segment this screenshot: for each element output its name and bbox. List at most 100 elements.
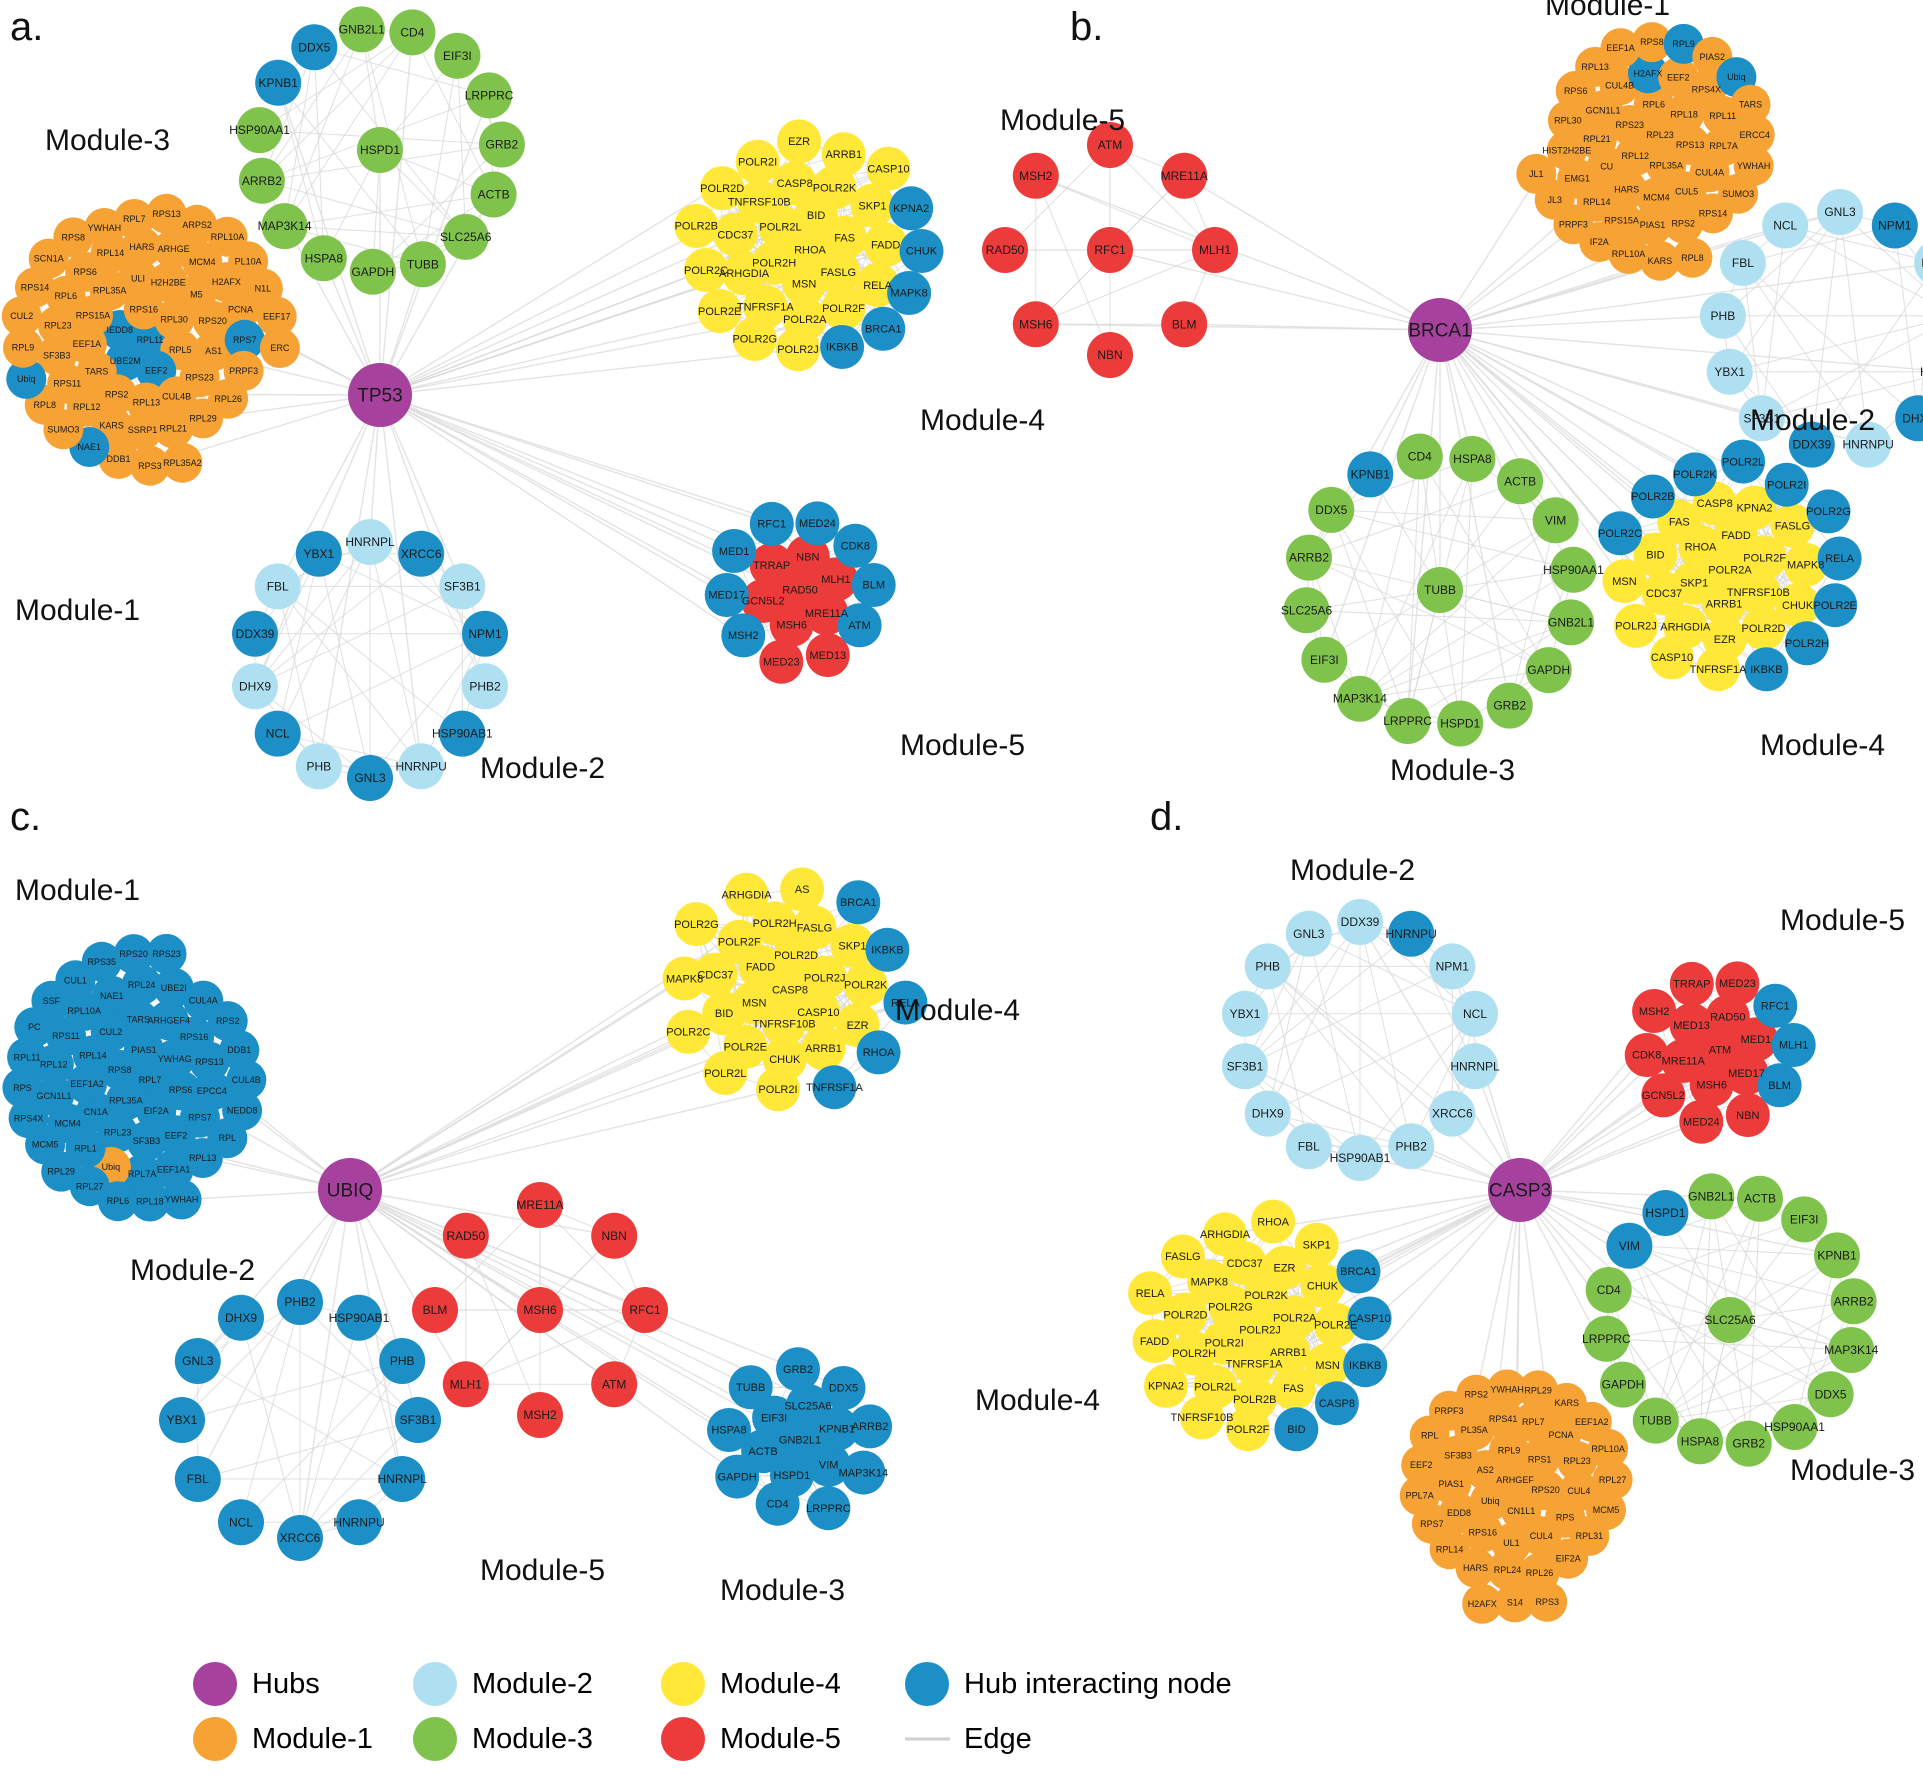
svg-text:N1L: N1L <box>255 284 272 294</box>
svg-text:MCM5: MCM5 <box>1593 1505 1620 1515</box>
svg-text:UBE2I: UBE2I <box>161 983 187 993</box>
svg-text:RELA: RELA <box>863 280 892 292</box>
svg-text:KPNA2: KPNA2 <box>893 203 929 215</box>
svg-text:MED23: MED23 <box>763 657 800 669</box>
svg-text:SLC25A6: SLC25A6 <box>784 1401 831 1413</box>
svg-text:a.: a. <box>10 5 43 49</box>
svg-text:RPL35A: RPL35A <box>109 1096 143 1106</box>
svg-text:RPL13: RPL13 <box>189 1153 217 1163</box>
svg-text:HSPA8: HSPA8 <box>1681 1434 1720 1448</box>
svg-text:MED24: MED24 <box>1683 1117 1720 1129</box>
svg-text:ARRB2: ARRB2 <box>1834 1294 1874 1308</box>
svg-text:CDK8: CDK8 <box>1632 1050 1661 1062</box>
svg-text:MRE11A: MRE11A <box>1161 169 1208 183</box>
svg-text:RPL21: RPL21 <box>1583 134 1611 144</box>
svg-text:Module-1: Module-1 <box>15 874 140 907</box>
svg-text:POLR2B: POLR2B <box>1233 1394 1276 1406</box>
svg-text:Module-4: Module-4 <box>975 1384 1100 1417</box>
svg-text:RPL31: RPL31 <box>1576 1531 1604 1541</box>
svg-text:RPS7: RPS7 <box>233 335 257 345</box>
svg-text:YBX1: YBX1 <box>167 1413 198 1427</box>
svg-text:TARS: TARS <box>1739 100 1762 110</box>
svg-text:CUL4B: CUL4B <box>162 392 191 402</box>
svg-text:RPL24: RPL24 <box>1494 1565 1522 1575</box>
svg-text:CASP8: CASP8 <box>772 985 808 997</box>
svg-text:FAS: FAS <box>1283 1383 1304 1395</box>
svg-text:EEF1A2: EEF1A2 <box>70 1079 104 1089</box>
svg-text:POLR2K: POLR2K <box>844 980 888 992</box>
svg-text:RPL14: RPL14 <box>1436 1544 1464 1554</box>
svg-text:EIF3I: EIF3I <box>443 49 472 63</box>
svg-text:POLR2L: POLR2L <box>759 222 801 234</box>
svg-text:POLR2G: POLR2G <box>1208 1302 1253 1314</box>
svg-text:RPL9: RPL9 <box>1498 1445 1521 1455</box>
svg-text:YWHAH: YWHAH <box>88 223 122 233</box>
svg-text:RPL14: RPL14 <box>97 248 125 258</box>
svg-text:RPS6: RPS6 <box>73 267 97 277</box>
svg-text:GNL3: GNL3 <box>182 1354 214 1368</box>
svg-text:KARS: KARS <box>1554 1398 1579 1408</box>
svg-text:GAPDH: GAPDH <box>1602 1378 1645 1392</box>
svg-text:MSH6: MSH6 <box>1019 317 1053 331</box>
svg-text:HNRNPU: HNRNPU <box>1843 438 1894 452</box>
svg-text:POLR2E: POLR2E <box>724 1042 767 1054</box>
svg-text:VIM: VIM <box>1619 1239 1640 1253</box>
svg-text:RPL8: RPL8 <box>1681 253 1704 263</box>
svg-text:DDX5: DDX5 <box>298 40 330 54</box>
svg-text:RPS8: RPS8 <box>1640 37 1664 47</box>
svg-text:RPS8: RPS8 <box>108 1065 132 1075</box>
svg-text:HNRNPL: HNRNPL <box>1450 1059 1500 1073</box>
svg-text:MSH2: MSH2 <box>728 630 759 642</box>
svg-text:POLR2L: POLR2L <box>1722 456 1764 468</box>
svg-text:Module-4: Module-4 <box>720 1668 841 1700</box>
svg-text:GAPDH: GAPDH <box>1527 663 1570 677</box>
svg-text:MSH6: MSH6 <box>1696 1080 1727 1092</box>
svg-text:POLR2C: POLR2C <box>684 265 728 277</box>
svg-text:CDC37: CDC37 <box>717 229 753 241</box>
svg-text:CASP3: CASP3 <box>1489 1181 1551 1202</box>
svg-text:NBN: NBN <box>796 552 819 564</box>
svg-text:CASP10: CASP10 <box>797 1007 839 1019</box>
svg-text:CASP10: CASP10 <box>867 163 909 175</box>
svg-text:CDC37: CDC37 <box>1646 588 1682 600</box>
svg-text:POLR2K: POLR2K <box>1244 1290 1288 1302</box>
svg-text:RPL23: RPL23 <box>104 1128 132 1138</box>
svg-text:POLR2C: POLR2C <box>1598 528 1642 540</box>
svg-text:EEF2: EEF2 <box>1410 1460 1433 1470</box>
svg-text:PL10A: PL10A <box>235 257 262 267</box>
svg-text:HSPA8: HSPA8 <box>711 1425 746 1437</box>
svg-text:GNL3: GNL3 <box>1293 927 1325 941</box>
svg-text:HNRNPU: HNRNPU <box>1386 927 1437 941</box>
svg-text:MCM4: MCM4 <box>189 257 216 267</box>
svg-text:MLH1: MLH1 <box>1199 243 1231 257</box>
svg-text:MLH1: MLH1 <box>821 574 850 586</box>
svg-text:FBL: FBL <box>1732 256 1754 270</box>
svg-text:MRE11A: MRE11A <box>1662 1056 1706 1068</box>
svg-text:YBX1: YBX1 <box>1714 365 1745 379</box>
svg-text:RPL23: RPL23 <box>44 320 72 330</box>
svg-text:HSP90AB1: HSP90AB1 <box>432 727 493 741</box>
svg-text:RPL11: RPL11 <box>1709 111 1736 121</box>
svg-text:Module-5: Module-5 <box>720 1723 841 1755</box>
svg-text:CUL2: CUL2 <box>99 1027 122 1037</box>
svg-text:EEF2: EEF2 <box>145 366 168 376</box>
svg-text:RELA: RELA <box>1825 553 1854 565</box>
svg-text:POLR2E: POLR2E <box>698 306 741 318</box>
svg-text:EZR: EZR <box>788 136 810 148</box>
svg-text:DDX5: DDX5 <box>1815 1387 1847 1401</box>
svg-text:Module-3: Module-3 <box>472 1723 593 1755</box>
svg-text:EIF3I: EIF3I <box>761 1412 787 1424</box>
svg-text:EEF2: EEF2 <box>165 1130 188 1140</box>
svg-text:HARS: HARS <box>1614 184 1639 194</box>
svg-text:MED23: MED23 <box>1719 978 1756 990</box>
svg-text:TP53: TP53 <box>357 386 402 407</box>
svg-text:MED24: MED24 <box>799 518 836 530</box>
svg-text:UBE2M: UBE2M <box>110 356 141 366</box>
svg-text:MAPK8: MAPK8 <box>1191 1277 1228 1289</box>
svg-text:DDX39: DDX39 <box>236 627 275 641</box>
svg-text:KPNB1: KPNB1 <box>1351 468 1391 482</box>
svg-text:Module-5: Module-5 <box>1780 904 1905 937</box>
svg-text:RPS6: RPS6 <box>1564 86 1588 96</box>
svg-text:Module-1: Module-1 <box>252 1723 373 1755</box>
svg-text:NAE1: NAE1 <box>100 991 124 1001</box>
